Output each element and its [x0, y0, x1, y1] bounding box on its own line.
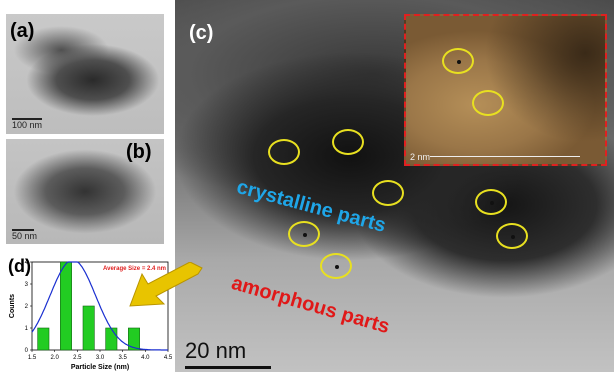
scale-bar-a [12, 118, 42, 120]
size-histogram: 1.5 2.0 2.5 3.0 3.5 4.0 4.5 0 1 2 3 4 Particle Size … [0, 250, 175, 372]
panel-label-b: (b) [126, 141, 152, 163]
inset-scale-bar [430, 156, 580, 157]
x-tick-label: 1.5 [28, 355, 37, 361]
panel-label-a: (a) [10, 20, 35, 42]
scale-bar-c [185, 366, 271, 369]
tem-image-b: (b) 50 nm [6, 139, 164, 244]
scale-bar-b [12, 229, 34, 231]
arrow-icon [129, 262, 203, 307]
nanoparticle-circle [372, 180, 404, 206]
y-axis-label: Counts [9, 294, 16, 318]
nanoparticle-circle [472, 90, 504, 116]
scale-label-b: 50 nm [12, 231, 38, 241]
x-tick-label: 4.0 [141, 355, 150, 361]
amorphous-label: amorphous parts [228, 272, 393, 339]
x-tick-label: 2.0 [50, 355, 59, 361]
nanoparticle-circle [496, 223, 528, 249]
x-tick-label: 3.5 [118, 355, 127, 361]
hrtem-inset: 2 nm [404, 14, 607, 166]
chart-title: Average Size = 2.4 nm [103, 266, 166, 272]
histogram-bar [128, 327, 140, 351]
nanoparticle-circle [288, 221, 320, 247]
x-axis-label: Particle Size (nm) [71, 364, 129, 371]
histogram-bar [37, 327, 50, 351]
nanoparticle-circle [320, 253, 352, 279]
y-tick-label: 3 [25, 282, 29, 288]
scale-label-a: 100 nm [12, 120, 43, 130]
y-tick-label: 2 [25, 304, 29, 310]
nanoparticle-circle [268, 139, 300, 165]
histogram-bar [105, 327, 118, 351]
nanoparticle-circle [475, 189, 507, 215]
y-tick-label: 4 [25, 260, 29, 266]
x-tick-label: 4.5 [164, 355, 173, 361]
tem-image-c: (c) 2 nm crystalline parts amorphous par… [175, 0, 614, 372]
tem-image-a: (a) 100 nm [6, 14, 164, 134]
x-tick-label: 3.0 [96, 355, 105, 361]
histogram-bar [82, 305, 95, 351]
x-tick-label: 2.5 [73, 355, 82, 361]
histogram-svg: 1.5 2.0 2.5 3.0 3.5 4.0 4.5 0 1 2 3 4 Particle Size … [9, 260, 173, 371]
nanoparticle-circle [442, 48, 474, 74]
y-tick-label: 0 [25, 348, 29, 354]
panel-label-c: (c) [189, 22, 214, 44]
panel-label-d: (d) [8, 256, 31, 276]
y-tick-label: 1 [25, 326, 29, 332]
histogram-bar [60, 261, 72, 351]
gaussian-fit-line [31, 261, 168, 351]
inset-scale-label: 2 nm [410, 152, 431, 162]
nanoparticle-circle [332, 129, 364, 155]
scale-label-c: 20 nm [185, 338, 247, 363]
